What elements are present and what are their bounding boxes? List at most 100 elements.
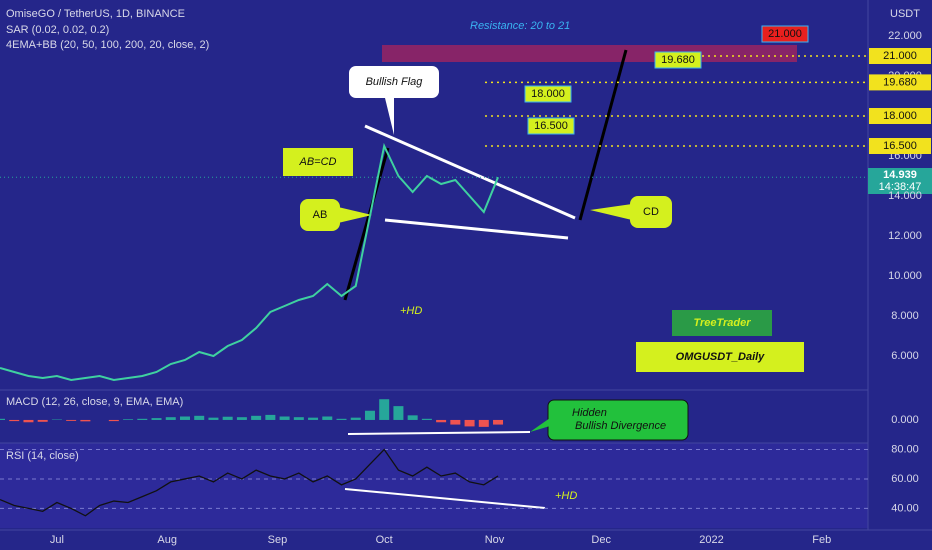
y-tick-label: 12.000 — [888, 230, 922, 242]
histogram-bar — [179, 416, 190, 420]
level-label: 18.000 — [883, 110, 917, 122]
indicator-label: 4EMA+BB (20, 50, 100, 200, 20, close, 2) — [6, 39, 209, 51]
author-badge — [672, 310, 772, 336]
callout-pointer — [590, 204, 632, 220]
level-callout-label: 18.000 — [531, 88, 565, 100]
callout — [300, 199, 340, 231]
histogram-bar — [464, 419, 475, 427]
level-callout — [527, 117, 575, 135]
x-tick-label: 2022 — [699, 534, 723, 546]
histogram-bar — [265, 414, 276, 420]
x-tick-label: Aug — [157, 534, 177, 546]
y-tick-label: 80.00 — [891, 443, 919, 455]
histogram-bar — [350, 417, 361, 420]
histogram-bar — [66, 419, 77, 421]
callout — [283, 148, 353, 176]
histogram-bar — [379, 399, 390, 420]
x-tick-label: Feb — [812, 534, 831, 546]
level-label: 21.000 — [883, 50, 917, 62]
y-tick-label: 14.000 — [888, 190, 922, 202]
text-line: Bullish Divergence — [572, 420, 666, 432]
level-callout-label: 19.680 — [661, 54, 695, 66]
histogram-bar — [478, 419, 489, 427]
divergence-line — [347, 431, 531, 435]
x-tick-label: Oct — [376, 534, 393, 546]
indicator-label: SAR (0.02, 0.02, 0.2) — [6, 24, 109, 36]
histogram-bar — [293, 417, 304, 420]
y-tick-label: 22.000 — [888, 30, 922, 42]
y-tick-label: 60.00 — [891, 473, 919, 485]
x-tick-label: Dec — [591, 534, 611, 546]
y-tick-label: 6.000 — [891, 350, 919, 362]
callout-pointer — [338, 207, 372, 223]
x-tick-label: Jul — [50, 534, 64, 546]
histogram-bar — [450, 419, 461, 425]
histogram-bar — [23, 419, 34, 423]
callout-pointer — [385, 98, 394, 135]
panel-title: MACD (12, 26, close, 9, EMA, EMA) — [6, 396, 183, 408]
level-badge — [869, 138, 931, 154]
price-line — [0, 142, 499, 382]
level-callout — [761, 25, 809, 43]
y-tick-label: 0.000 — [891, 414, 919, 426]
histogram-bar — [279, 416, 290, 420]
histogram-bar — [364, 410, 375, 420]
histogram-bar — [137, 418, 148, 420]
histogram-bar — [208, 417, 219, 420]
author-text: TreeTrader — [693, 317, 751, 329]
text-line: Hidden — [572, 407, 607, 419]
flag-line — [384, 218, 569, 240]
level-callout — [654, 51, 702, 69]
level-label: 16.500 — [883, 140, 917, 152]
x-tick-label: Nov — [485, 534, 505, 546]
resistance-zone — [382, 45, 797, 62]
histogram-bar — [80, 419, 91, 422]
histogram-bar — [9, 419, 20, 422]
histogram-bar — [165, 417, 176, 420]
callout — [630, 196, 672, 228]
histogram-bar — [308, 417, 319, 420]
histogram-bar — [123, 419, 134, 420]
y-tick-label: 8.000 — [891, 310, 919, 322]
histogram-bar — [194, 415, 205, 420]
level-label: 19.680 — [883, 76, 917, 88]
histogram-bar — [0, 418, 5, 420]
hd-text: +HD — [400, 305, 422, 317]
ab-line — [343, 147, 390, 301]
callout-pointer — [530, 418, 550, 432]
price-badge — [868, 168, 932, 194]
rsi-panel — [0, 443, 868, 528]
histogram-bar — [37, 419, 48, 422]
histogram-bar — [493, 419, 504, 425]
level-badge — [869, 74, 931, 91]
histogram-bar — [322, 416, 333, 420]
histogram-bar — [151, 418, 162, 420]
flag-line — [364, 124, 576, 220]
x-tick-label: Sep — [268, 534, 288, 546]
histogram-bar — [421, 418, 432, 420]
level-callout-label: 21.000 — [768, 28, 802, 40]
chart-title: OmiseGO / TetherUS, 1D, BINANCE — [6, 8, 185, 20]
hd-text: +HD — [555, 490, 577, 502]
histogram-bar — [336, 418, 347, 420]
resistance-text: Resistance: 20 to 21 — [470, 20, 570, 32]
histogram-bar — [222, 416, 233, 420]
divergence-line — [344, 488, 546, 509]
symbol-badge — [636, 342, 804, 372]
symbol-text: OMGUSDT_Daily — [676, 351, 766, 363]
histogram-bar — [436, 419, 447, 423]
divergence-text: Hidden Bullish Divergence — [572, 407, 666, 432]
price-line — [0, 448, 499, 517]
level-badge — [869, 48, 931, 64]
histogram-bar — [108, 419, 119, 422]
ab-text: AB — [313, 209, 328, 221]
histogram-bar — [393, 406, 404, 420]
callout — [349, 66, 439, 98]
level-callout — [524, 85, 572, 103]
countdown-label: 14:38:47 — [879, 181, 922, 193]
histogram-bar — [236, 417, 247, 420]
y-tick-label: 40.00 — [891, 502, 919, 514]
level-callout-label: 16.500 — [534, 120, 568, 132]
level-badge — [869, 108, 931, 124]
